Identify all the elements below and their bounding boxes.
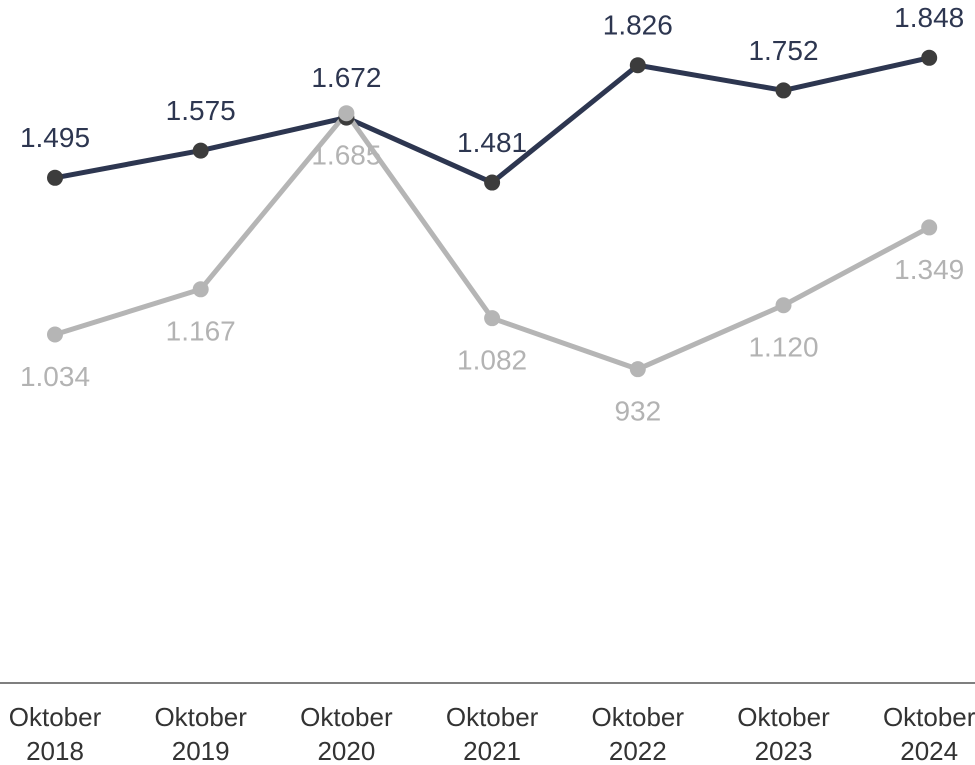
data-label: 932 — [614, 396, 661, 427]
x-tick-label: Oktober 2022 — [591, 702, 685, 765]
data-label: 1.685 — [311, 140, 381, 171]
marker — [921, 49, 938, 66]
data-label: 1.495 — [20, 122, 90, 153]
data-label: 1.575 — [166, 95, 236, 126]
x-tick-label: Oktober 2021 — [445, 702, 539, 765]
marker — [192, 281, 209, 298]
data-label: 1.167 — [166, 316, 236, 347]
marker — [192, 142, 209, 159]
x-tick-label: Oktober 2020 — [300, 702, 393, 765]
data-label: 1.481 — [457, 127, 527, 158]
marker — [921, 219, 938, 236]
x-tick-label: Oktober 2018 — [8, 702, 102, 765]
data-label: 1.082 — [457, 345, 527, 376]
data-label: 1.120 — [748, 332, 818, 363]
marker — [484, 174, 501, 191]
data-label: 1.826 — [603, 10, 673, 41]
marker — [629, 361, 646, 378]
marker — [484, 310, 501, 327]
marker — [629, 57, 646, 74]
marker — [775, 82, 792, 99]
marker — [47, 326, 63, 343]
marker — [47, 169, 63, 186]
x-tick-label: Oktober 2024 — [882, 702, 975, 765]
x-tick-label: Oktober 2023 — [737, 702, 830, 765]
marker — [338, 105, 355, 122]
data-label: 1.349 — [894, 254, 964, 285]
data-label: 1.848 — [894, 2, 964, 33]
data-label: 1.672 — [311, 62, 381, 93]
marker — [775, 297, 792, 314]
data-label: 1.034 — [20, 361, 90, 392]
x-tick-label: Oktober 2019 — [154, 702, 247, 765]
data-label: 1.752 — [748, 35, 818, 66]
